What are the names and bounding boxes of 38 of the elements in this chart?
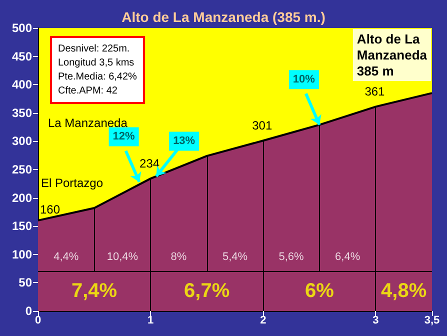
y-tick-label: 150 <box>12 219 32 234</box>
data-label: 234 <box>140 156 160 171</box>
annotation: El Portazgo <box>41 176 104 190</box>
annotation: 4,8% <box>381 280 427 302</box>
y-tick-label: 200 <box>12 190 32 205</box>
data-label: 160 <box>40 202 60 216</box>
annotation: 8% <box>170 251 187 264</box>
y-tick-label: 0 <box>25 304 32 318</box>
x-tick-label: 3 <box>372 314 379 326</box>
x-tick-label: 3,5 <box>424 314 440 326</box>
annotation: Alto de La Manzaneda 385 m <box>356 32 428 78</box>
annotation: 6,4% <box>335 251 360 264</box>
annotation: 12% <box>112 130 136 143</box>
data-label: 361 <box>364 84 386 99</box>
x-tick-label: 1 <box>148 314 154 326</box>
annotation: 10,4% <box>106 251 138 264</box>
x-tick-label: 2 <box>260 314 266 326</box>
chart-title: Alto de La Manzaneda (385 m.) <box>122 9 326 25</box>
y-tick-label: 500 <box>12 21 32 35</box>
annotation: 13% <box>173 135 196 148</box>
y-tick-label: 400 <box>12 78 32 92</box>
y-tick-label: 300 <box>12 134 32 148</box>
annotation: 5,4% <box>222 251 248 264</box>
annotation: 6% <box>304 280 334 302</box>
y-tick-label: 250 <box>12 162 32 176</box>
data-label: 301 <box>252 118 272 133</box>
annotation: 4,4% <box>54 251 79 264</box>
y-tick-label: 350 <box>12 106 32 120</box>
annotation: 5,6% <box>278 251 304 264</box>
x-tick-label: 0 <box>34 314 42 326</box>
annotation: La Manzaneda <box>48 116 128 130</box>
y-tick-label: 50 <box>18 276 32 290</box>
y-tick-label: 100 <box>12 247 32 262</box>
y-tick-label: 450 <box>12 49 32 64</box>
annotation: 7,4% <box>71 280 118 302</box>
annotation: Desnivel: 225m. Longitud 3,5 kms Pte.Media: 6,42% Cfte.APM: 42 <box>58 44 138 96</box>
annotation: 10% <box>292 74 316 86</box>
annotation: 6,7% <box>184 280 230 302</box>
